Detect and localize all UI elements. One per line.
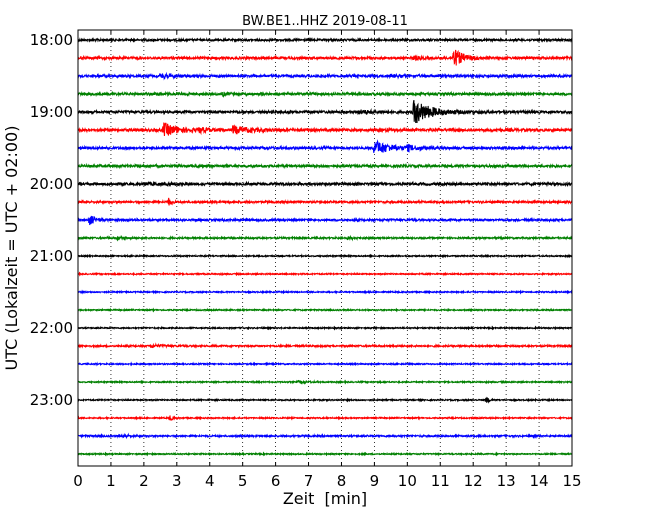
x-tick-label: 7	[304, 472, 314, 490]
y-tick-label: 20:00	[30, 175, 73, 193]
trace-line	[77, 139, 573, 153]
trace-line	[77, 71, 573, 81]
trace-line	[77, 99, 573, 123]
x-tick-label: 8	[337, 472, 347, 490]
y-tick-label: 18:00	[30, 31, 73, 49]
x-tick-label: 4	[205, 472, 215, 490]
x-tick-label: 15	[562, 472, 581, 490]
y-axis: 18:00 19:00 20:00 21:00 22:00 23:00	[30, 31, 572, 409]
trace-line	[77, 307, 573, 313]
trace-line	[77, 361, 573, 367]
x-tick-label: 9	[370, 472, 380, 490]
plot-frame	[77, 29, 573, 467]
x-tick-label: 0	[73, 472, 83, 490]
x-tick-label: 2	[139, 472, 149, 490]
trace-line	[77, 289, 573, 295]
x-tick-label: 3	[172, 472, 182, 490]
y-tick-label: 23:00	[30, 391, 73, 409]
trace-line	[77, 271, 573, 277]
trace-line	[77, 325, 573, 331]
trace-line	[77, 415, 573, 421]
y-axis-label: UTC (Lokalzeit = UTC + 02:00)	[2, 126, 21, 371]
trace-line	[77, 451, 573, 457]
trace-line	[77, 342, 573, 349]
trace-line	[77, 49, 573, 66]
trace-line	[77, 215, 573, 226]
trace-line	[77, 234, 573, 242]
y-tick-label: 19:00	[30, 103, 73, 121]
x-tick-label: 11	[431, 472, 450, 490]
x-tick-label: 10	[398, 472, 417, 490]
trace-line	[77, 36, 573, 44]
trace-line	[77, 379, 573, 385]
x-tick-label: 13	[497, 472, 516, 490]
chart-title: BW.BE1..HHZ 2019-08-11	[242, 14, 408, 29]
grid-lines	[110, 30, 540, 466]
trace-line	[77, 162, 573, 170]
trace-line	[77, 197, 573, 206]
x-tick-label: 14	[530, 472, 549, 490]
x-tick-label: 12	[464, 472, 483, 490]
trace-line	[77, 122, 573, 137]
x-axis: 0 1 2 3 4 5 6 7 8 9 10 11 12 13 14 15	[73, 30, 582, 490]
trace-line	[77, 180, 573, 188]
x-axis-label: Zeit [min]	[283, 489, 367, 508]
trace-line	[77, 396, 573, 404]
x-tick-label: 6	[271, 472, 281, 490]
y-tick-label: 22:00	[30, 319, 73, 337]
y-tick-label: 21:00	[30, 247, 73, 265]
trace-line	[77, 253, 573, 259]
trace-line	[77, 432, 573, 440]
trace-group	[77, 36, 573, 457]
x-tick-label: 5	[238, 472, 248, 490]
trace-line	[77, 90, 573, 98]
x-tick-label: 1	[106, 472, 116, 490]
